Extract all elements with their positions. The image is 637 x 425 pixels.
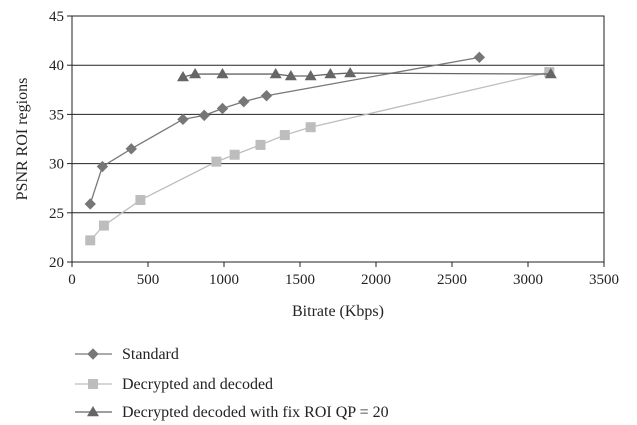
series-2 [176,67,557,82]
y-axis-ticks: 20 25 30 35 40 45 [49,9,72,271]
legend-marker [87,348,99,360]
y-tick-label: 25 [49,206,64,222]
data-point [216,102,229,115]
data-point [98,220,109,231]
legend-label: Decrypted decoded with fix ROI QP = 20 [122,404,389,421]
data-point [216,68,229,79]
data-point [96,160,109,173]
series-layer [84,51,557,246]
x-tick-label: 500 [137,272,160,288]
data-point [189,68,202,79]
y-tick-label: 40 [49,58,64,74]
data-point [324,68,337,79]
data-point [198,109,210,122]
data-point [238,95,250,108]
y-tick-label: 30 [49,157,64,173]
series-1 [85,67,555,246]
legend-item: Decrypted and decoded [75,376,273,393]
x-axis-title: Bitrate (Kbps) [292,303,384,320]
legend-marker [88,379,98,389]
grid-lines [72,64,604,214]
legend-label: Standard [122,346,179,363]
x-tick-label: 2500 [437,272,467,288]
y-tick-label: 20 [49,255,64,271]
data-point [269,68,282,79]
data-point [125,143,137,155]
x-tick-label: 1000 [209,272,239,288]
data-point [85,235,96,246]
data-point [177,113,189,126]
data-point [344,67,357,78]
data-point [260,89,273,102]
y-tick-label: 45 [49,9,64,25]
y-axis-title: PSNR ROI regions [14,78,31,201]
data-point [279,130,290,141]
data-point [176,71,189,82]
data-point [135,195,146,206]
x-axis-ticks: 0 500 1000 1500 2000 2500 3000 3500 [68,262,619,288]
series-0 [84,51,486,210]
data-point [284,70,297,81]
legend-marker [87,406,99,417]
x-tick-label: 1500 [285,272,315,288]
legend: Standard Decrypted and decoded Decrypted d… [75,346,389,421]
data-point [211,156,222,167]
x-tick-label: 3500 [589,272,619,288]
data-point [84,198,96,210]
y-tick-label: 35 [49,107,64,123]
x-tick-label: 0 [68,272,76,288]
data-point [544,68,557,79]
data-point [229,149,240,160]
data-point [473,51,486,64]
series-line [89,71,550,241]
plot-area-frame [71,15,605,263]
x-tick-label: 2000 [361,272,391,288]
data-point [304,70,317,81]
legend-label: Decrypted and decoded [122,376,273,393]
x-tick-label: 3000 [513,272,543,288]
data-point [305,122,316,133]
legend-item: Decrypted decoded with fix ROI QP = 20 [75,404,389,421]
data-point [255,139,266,150]
series-line [182,72,551,78]
legend-item: Standard [75,346,179,363]
